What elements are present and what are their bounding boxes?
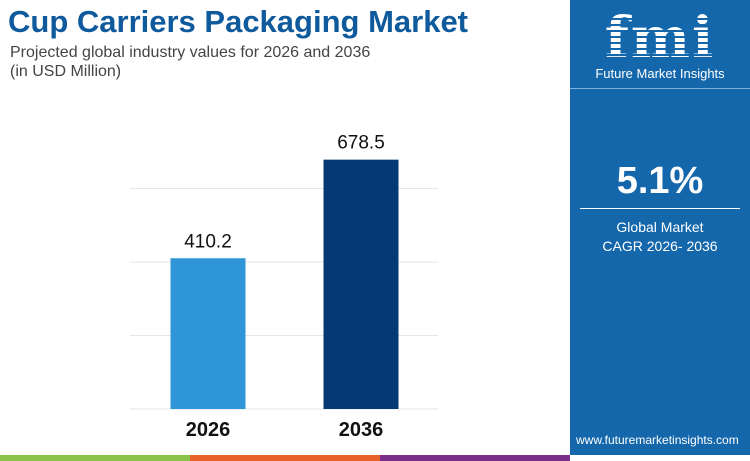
brand-name: Future Market Insights (595, 66, 725, 81)
stripe-green (0, 455, 190, 461)
data-label: 410.2 (184, 231, 232, 252)
chart-title: Cup Carriers Packaging Market (8, 4, 469, 39)
cagr-value: 5.1% (616, 160, 704, 202)
bar-2036 (323, 159, 399, 409)
cagr-label: Global Market (616, 219, 704, 235)
divider (580, 208, 740, 209)
stripe-purple (380, 455, 570, 461)
x-tick-label: 2036 (339, 419, 384, 441)
cagr-period: CAGR 2026- 2036 (602, 238, 718, 254)
subtitle-unit: (in USD Million) (10, 63, 122, 80)
divider (570, 88, 750, 89)
x-tick-label: 2026 (186, 419, 231, 441)
website-link[interactable]: www.futuremarketinsights.com (576, 433, 739, 447)
subtitle: Projected global industry values for 202… (10, 44, 371, 61)
fmi-logo: fmi Future Market Insights (570, 8, 750, 81)
data-label: 678.5 (337, 133, 385, 154)
bar-2026 (170, 258, 246, 409)
bar-chart: 410.2 2026 678.5 2036 (130, 133, 438, 441)
stripe-orange (190, 455, 380, 461)
info-panel: fmi Future Market Insights 5.1% Global M… (570, 0, 750, 455)
